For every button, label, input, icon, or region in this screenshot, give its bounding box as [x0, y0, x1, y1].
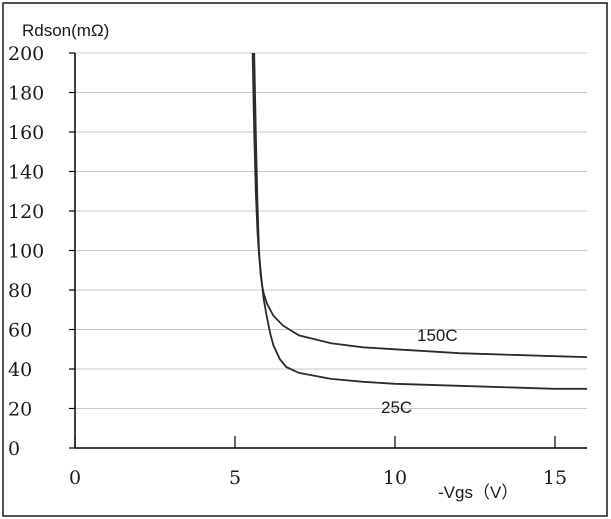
curves: [251, 52, 588, 390]
series-label-150c: 150C: [417, 326, 458, 345]
x-axis-label: -Vgs（V）: [438, 483, 518, 502]
y-tick-label: 20: [8, 399, 32, 421]
y-tick-label: 200: [8, 43, 44, 65]
y-tick-label: 100: [8, 241, 44, 263]
series-line-25c: [251, 52, 587, 390]
x-tick-label: 15: [543, 467, 567, 489]
grid: [75, 52, 587, 409]
y-tick-label: 120: [8, 201, 44, 223]
y-tick-label: 140: [8, 162, 44, 184]
x-tick-label: 0: [69, 467, 81, 489]
y-tick-label: 0: [8, 438, 20, 460]
y-tick-label: 180: [8, 83, 44, 105]
series-line-150c: [253, 52, 588, 358]
x-tick-label: 5: [229, 467, 241, 489]
y-tick-label: 60: [8, 320, 32, 342]
y-axis-unit-label: Rdson(mΩ): [22, 21, 109, 40]
x-tick-label: 10: [383, 467, 407, 489]
series-label-25c: 25C: [381, 398, 412, 417]
y-tick-label: 160: [8, 122, 44, 144]
ticks: 0 20 40 60 80 100 120 140 160 180 200 0 5 10 15: [8, 43, 567, 489]
y-tick-label: 80: [8, 280, 32, 302]
y-tick-label: 40: [8, 359, 32, 381]
